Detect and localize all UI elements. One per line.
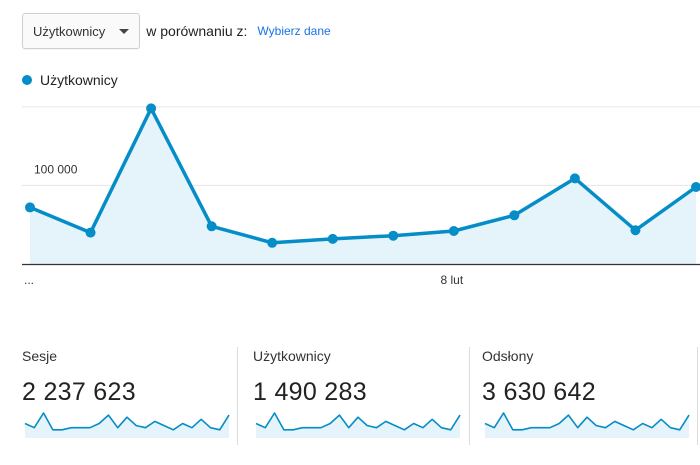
choose-data-link[interactable]: Wybierz dane xyxy=(257,24,331,38)
metric-divider xyxy=(697,347,698,445)
metric-value: 3 630 642 xyxy=(482,378,596,406)
data-point[interactable] xyxy=(267,237,278,248)
legend-dot-icon xyxy=(22,75,32,85)
metric-card-sessions[interactable]: Sesje 2 237 623 xyxy=(22,340,232,452)
sparkline-line xyxy=(255,412,461,431)
metric-dropdown[interactable]: Użytkownicy xyxy=(22,13,141,49)
sparkline-area xyxy=(25,413,229,438)
metric-value: 1 490 283 xyxy=(253,378,367,406)
y-tick-label: 200 000 xyxy=(34,95,78,98)
metric-name: Użytkownicy xyxy=(253,348,331,364)
metric-toolbar: Użytkownicy w porównaniu z: Wybierz dane xyxy=(22,12,331,50)
metric-name: Odsłony xyxy=(482,348,534,364)
sparkline-area xyxy=(485,413,689,438)
compare-label: w porównaniu z: xyxy=(146,23,248,39)
series-line xyxy=(29,106,698,245)
data-point[interactable] xyxy=(448,226,459,236)
metric-card-users[interactable]: Użytkownicy 1 490 283 xyxy=(253,340,463,452)
data-point[interactable] xyxy=(630,225,641,236)
sparkline xyxy=(255,412,461,438)
data-point[interactable] xyxy=(691,182,700,192)
data-point[interactable] xyxy=(569,173,580,184)
sparkline xyxy=(484,412,690,438)
sparkline-line xyxy=(24,412,230,431)
chevron-down-icon xyxy=(119,28,130,34)
data-point[interactable] xyxy=(509,210,520,221)
chart-legend: Użytkownicy xyxy=(22,72,118,88)
sparkline-line xyxy=(484,412,690,431)
metric-dropdown-label: Użytkownicy xyxy=(33,23,106,39)
x-tick-label: ... xyxy=(24,273,34,287)
sparkline xyxy=(24,412,230,438)
data-point[interactable] xyxy=(146,103,157,114)
metric-name: Sesje xyxy=(22,348,58,364)
metric-value: 2 237 623 xyxy=(22,378,136,406)
data-point[interactable] xyxy=(85,227,96,238)
data-point[interactable] xyxy=(206,221,217,232)
data-point[interactable] xyxy=(327,233,338,244)
legend-label: Użytkownicy xyxy=(40,72,118,88)
data-point[interactable] xyxy=(25,202,35,213)
metric-divider xyxy=(469,347,470,445)
data-point[interactable] xyxy=(388,230,399,241)
x-tick-label: 8 lut xyxy=(440,273,463,287)
metrics-row: Sesje 2 237 623 Użytkownicy 1 490 283 Od… xyxy=(0,340,700,465)
y-tick-label: 100 000 xyxy=(34,162,78,176)
metric-divider xyxy=(237,347,238,445)
sparkline-area xyxy=(256,413,460,438)
series-area xyxy=(30,108,696,264)
metric-card-pageviews[interactable]: Odsłony 3 630 642 xyxy=(482,340,692,452)
users-chart: 100 000 200 000... 8 lut xyxy=(22,95,700,287)
